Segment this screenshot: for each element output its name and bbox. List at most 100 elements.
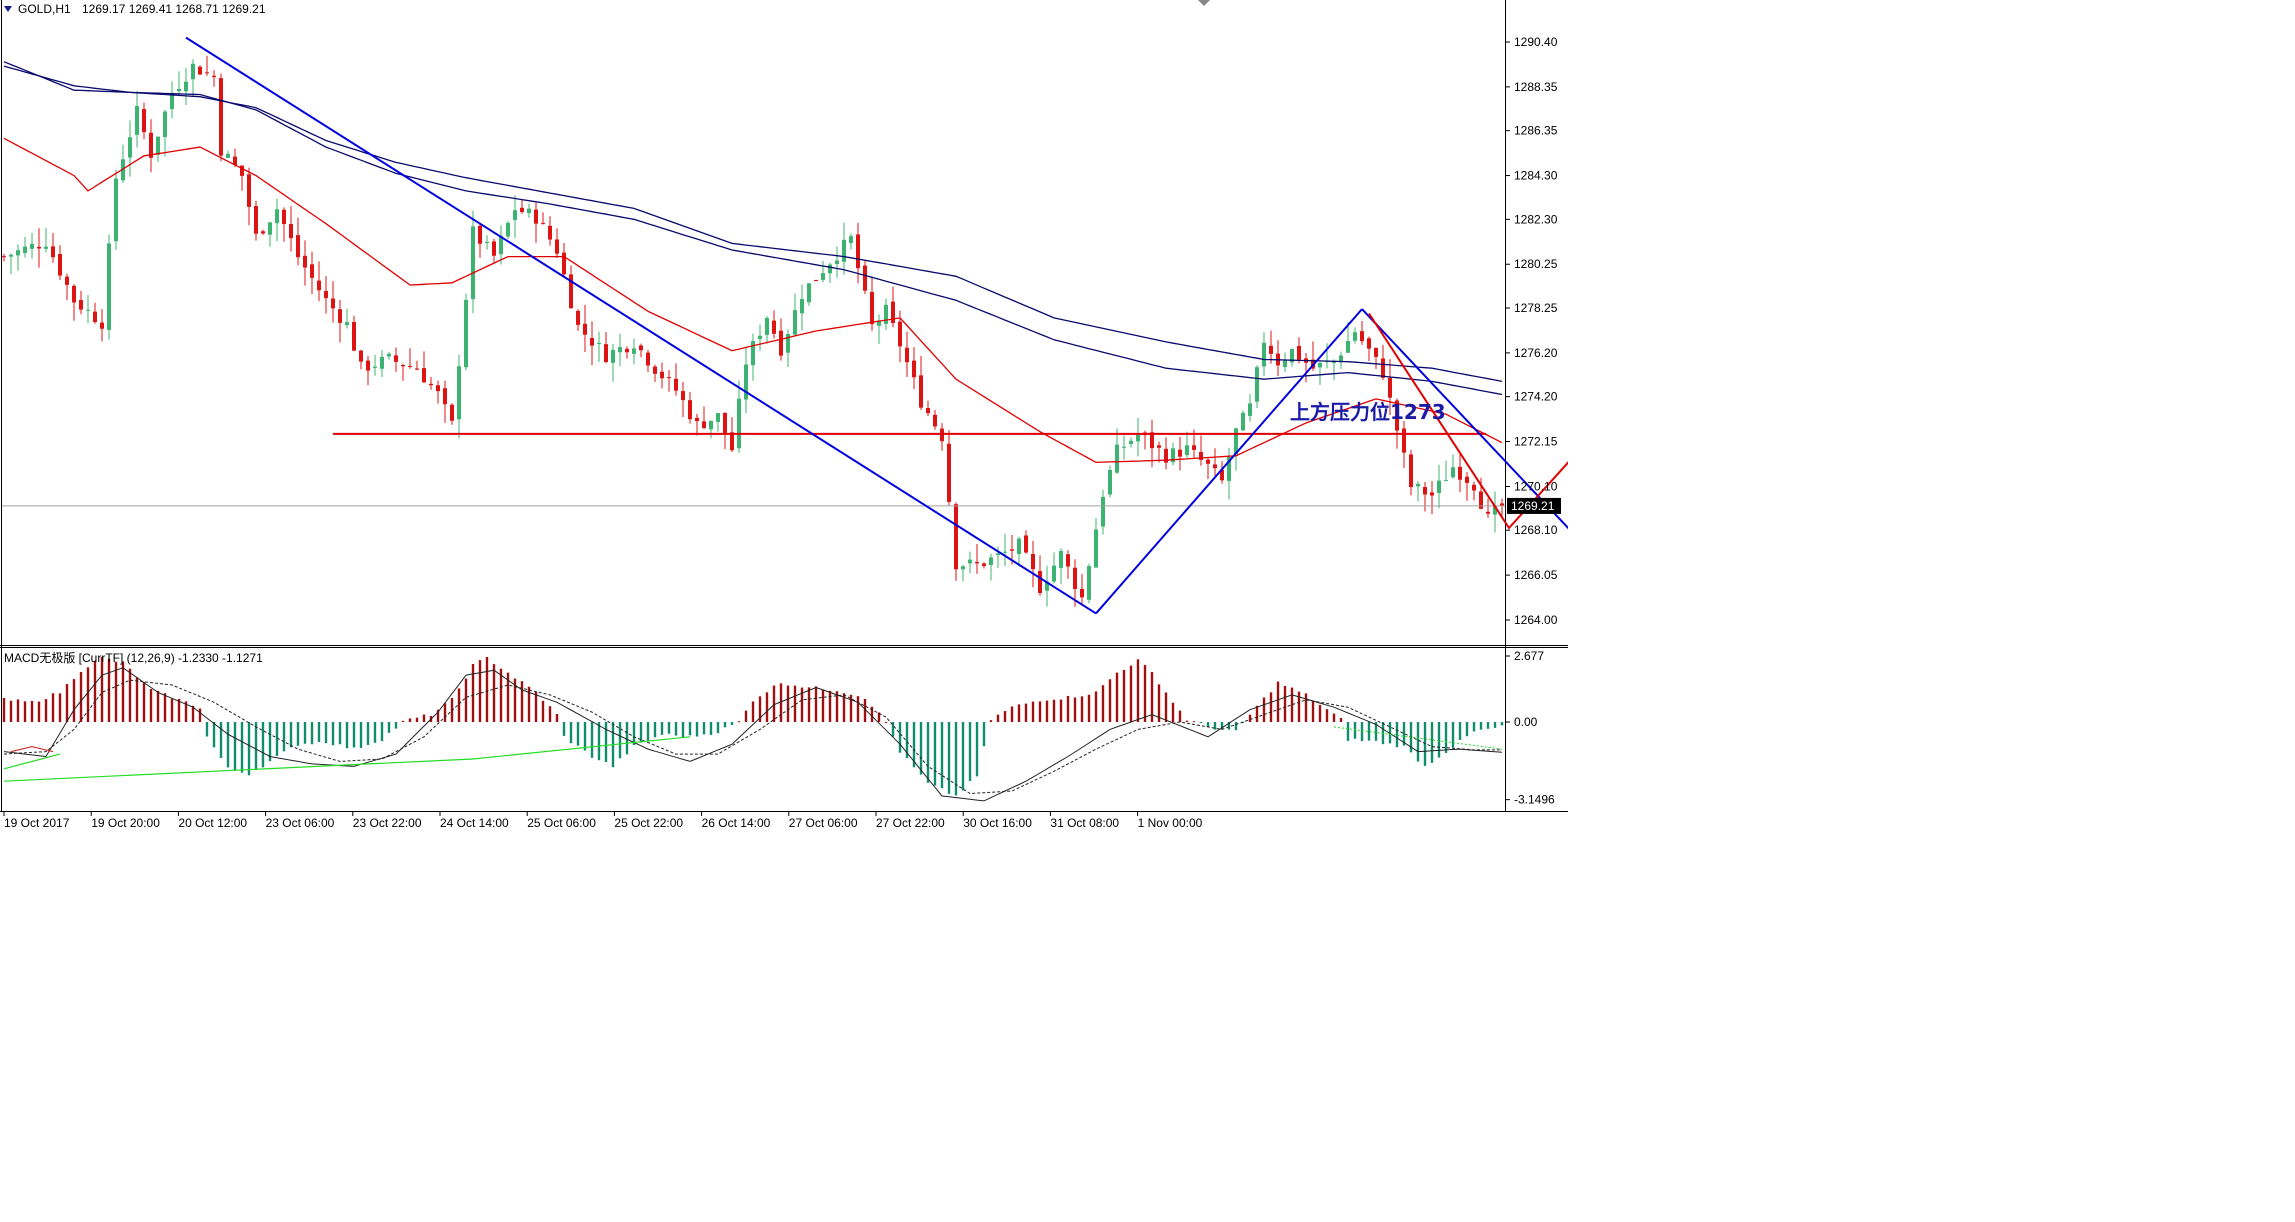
macd-histogram-bar <box>1094 691 1098 722</box>
divergence-line <box>472 736 691 760</box>
macd-histogram-bar <box>289 722 293 748</box>
macd-histogram-bar <box>2 697 6 722</box>
candle-body <box>842 239 846 262</box>
macd-histogram-bar <box>1171 702 1175 722</box>
candle-body <box>485 241 489 244</box>
macd-histogram-bar <box>513 678 517 722</box>
price-tick-label: 1268.10 <box>1514 523 1558 537</box>
time-tick-label: 23 Oct 06:00 <box>266 816 335 830</box>
candle-body <box>772 320 776 334</box>
macd-indicator-label: MACD无极版 [CurrTF] (12,26,9) -1.2330 -1.12… <box>4 651 263 665</box>
macd-histogram-bar <box>303 722 307 744</box>
candle-body <box>625 348 629 353</box>
candle-body <box>198 66 202 75</box>
macd-histogram-bar <box>170 698 174 722</box>
candle-body <box>863 265 867 291</box>
macd-histogram-bar <box>555 714 559 722</box>
chart-menu-triangle-icon[interactable] <box>4 6 12 12</box>
candle-body <box>282 209 286 225</box>
macd-histogram-bar <box>961 722 965 791</box>
candle-body <box>716 413 720 422</box>
time-tick-label: 26 Oct 14:00 <box>702 816 771 830</box>
candle-body <box>912 360 916 378</box>
macd-histogram-bar <box>1472 722 1476 732</box>
macd-histogram-bar <box>1115 672 1119 722</box>
time-tick-label: 27 Oct 06:00 <box>789 816 858 830</box>
macd-histogram-bar <box>394 722 398 729</box>
macd-histogram-bar <box>128 668 132 722</box>
candle-body <box>135 105 139 135</box>
trend-line <box>1095 308 1363 615</box>
macd-histogram-bar <box>37 701 41 722</box>
macd-histogram-bar <box>310 722 314 745</box>
macd-axis-ticks: 2.677 0.00 -3.1496 <box>1505 649 1555 807</box>
macd-histogram-bar <box>65 684 69 722</box>
macd-histogram-bar <box>506 672 510 722</box>
macd-histogram-bar <box>807 687 811 722</box>
candle-body <box>261 231 265 234</box>
candle-body <box>492 241 496 256</box>
macd-histogram-bar <box>1367 722 1371 741</box>
candle-body <box>1493 505 1497 515</box>
candle-body <box>247 174 251 207</box>
macd-histogram-bar <box>366 722 370 745</box>
macd-histogram-bar <box>156 690 160 722</box>
macd-histogram-bar <box>863 698 867 722</box>
candle-body <box>1150 432 1154 449</box>
price-tick-label: 1282.30 <box>1514 212 1558 226</box>
candle-body <box>884 304 888 324</box>
candle-body <box>254 205 258 234</box>
candle-body <box>2 256 6 258</box>
candle-body <box>1080 588 1084 598</box>
candle-body <box>233 156 237 166</box>
macd-histogram-bar <box>688 722 692 736</box>
candle-body <box>163 111 167 137</box>
macd-histogram-bar <box>44 699 48 722</box>
macd-histogram-bar <box>1213 722 1217 730</box>
macd-histogram-bar <box>744 710 748 722</box>
macd-histogram-bar <box>1038 701 1042 722</box>
time-tick-label: 1 Nov 00:00 <box>1138 816 1203 830</box>
macd-histogram-bar <box>597 722 601 761</box>
candle-body <box>240 165 244 176</box>
macd-histogram-bar <box>478 660 482 722</box>
candle-body <box>1094 529 1098 568</box>
macd-histogram-bar <box>247 722 251 776</box>
candle-body <box>9 254 13 257</box>
candle-body <box>1479 491 1483 509</box>
macd-histogram-bar <box>856 696 860 722</box>
candle-body <box>44 246 48 249</box>
macd-histogram-bar <box>121 661 125 722</box>
candle-body <box>1108 469 1112 495</box>
macd-histogram-bar <box>1493 722 1497 728</box>
macd-histogram-bar <box>1199 722 1203 723</box>
candle-body <box>177 89 181 92</box>
candle-body <box>807 283 811 303</box>
candle-body <box>877 320 881 326</box>
candle-body <box>751 341 755 366</box>
macd-histogram-bar <box>793 685 797 722</box>
candle-body <box>835 260 839 265</box>
candle-body <box>562 252 566 275</box>
candle-body <box>1290 348 1294 363</box>
candle-body <box>548 225 552 240</box>
candle-body <box>303 255 307 268</box>
macd-histogram-bar <box>233 722 237 771</box>
macd-histogram-bar <box>331 722 335 746</box>
macd-histogram-bar <box>142 682 146 722</box>
macd-histogram-bar <box>1248 714 1252 722</box>
macd-histogram-bar <box>240 722 244 773</box>
candle-body <box>793 310 797 335</box>
candle-body <box>296 235 300 258</box>
candle-body <box>380 356 384 369</box>
candle-body <box>191 63 195 80</box>
macd-histogram-bar <box>1024 703 1028 722</box>
macd-histogram-bar <box>912 722 916 768</box>
macd-histogram-bar <box>765 692 769 722</box>
scroll-marker-icon[interactable] <box>1198 0 1210 6</box>
ma-navy-upper-line <box>3 65 1503 383</box>
candle-body <box>205 72 209 74</box>
candle-body <box>947 443 951 502</box>
candle-body <box>583 323 587 335</box>
macd-histogram-bar <box>401 720 405 722</box>
